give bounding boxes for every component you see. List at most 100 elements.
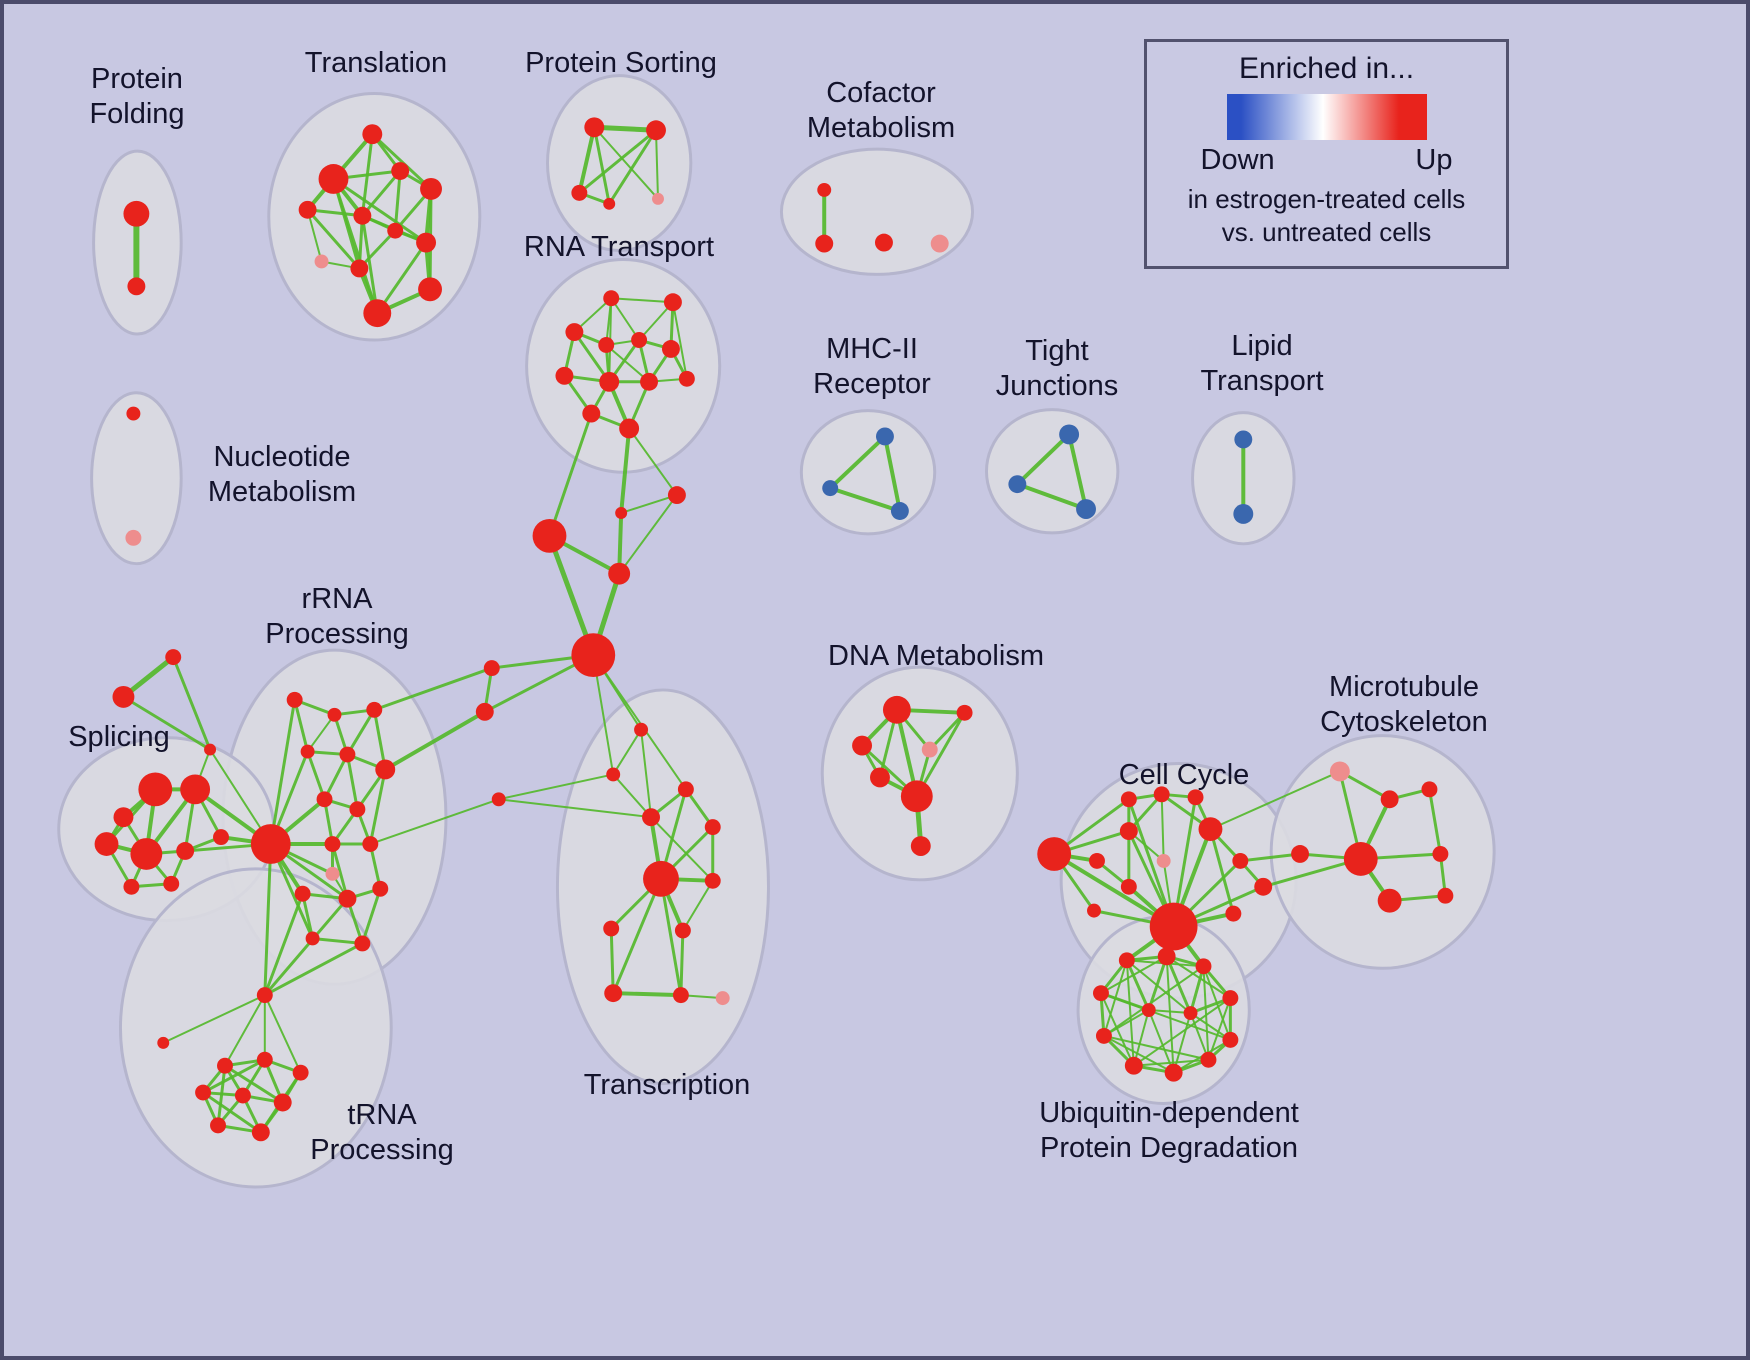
legend-down-label: Down — [1200, 144, 1275, 176]
edge-rr1-rr7 — [269, 698, 297, 846]
edge-tr6-tr12 — [360, 214, 379, 315]
gene-set-node-ps4 — [603, 197, 616, 210]
gene-set-node-sp8 — [163, 875, 180, 892]
gene-set-node-mc6 — [1432, 846, 1449, 862]
edge-ps2-ps4 — [607, 128, 658, 206]
gene-set-node-ub8 — [1124, 1056, 1143, 1075]
gene-set-node-tj3 — [1076, 499, 1096, 519]
gene-set-node-cc10 — [1232, 852, 1249, 869]
edge-rr15-rr17 — [360, 887, 382, 945]
gene-set-node-cf1 — [817, 182, 832, 197]
gene-set-node-dm7 — [910, 836, 931, 856]
gene-set-node-cn5 — [571, 633, 616, 678]
edge-tr3-tr6 — [306, 208, 364, 218]
cluster-ellipse-tight-junctions — [984, 408, 1120, 535]
edge-rr13-tn1 — [263, 892, 305, 997]
edge-ub6-ub11 — [1102, 1009, 1150, 1037]
gene-set-node-rr16 — [305, 931, 320, 946]
gene-set-node-tc11 — [672, 987, 689, 1004]
gene-set-node-rr4 — [300, 744, 315, 759]
gene-set-node-rr15 — [372, 880, 389, 897]
gene-set-node-pf2 — [127, 277, 146, 296]
edge-ub6-ub9 — [1102, 1034, 1175, 1074]
gene-set-node-cc8 — [1089, 852, 1105, 869]
gene-set-node-mc8 — [1437, 887, 1454, 904]
edge-cn6-rr3 — [372, 666, 494, 712]
legend-up-label: Up — [1415, 144, 1453, 176]
gene-set-node-cn6 — [483, 660, 500, 677]
edge-ps1-ps4 — [592, 125, 611, 206]
edge-tc7-tc9 — [681, 879, 714, 932]
gene-set-node-cc4 — [1187, 789, 1204, 806]
gene-set-node-tn6 — [195, 1084, 212, 1101]
gene-set-node-mc2 — [1380, 790, 1399, 809]
gene-set-node-rr1 — [286, 691, 303, 708]
edge-cc10-mc4 — [1238, 852, 1302, 863]
gene-set-node-cc11 — [1254, 877, 1273, 896]
gene-set-node-tr12 — [363, 299, 392, 328]
gene-set-node-sp6 — [176, 842, 195, 860]
gene-set-node-tc10 — [604, 984, 623, 1003]
edge-ub4-ub7 — [1099, 992, 1232, 1041]
edge-ub9-ub11 — [1147, 1009, 1175, 1074]
edge-ub1-ub12 — [1125, 959, 1192, 1015]
edge-cn8-tc2 — [497, 773, 615, 801]
gene-set-node-tr10 — [416, 232, 437, 253]
gene-set-node-rt5 — [631, 332, 648, 348]
edge-ub8-ub11 — [1132, 1009, 1150, 1067]
edge-cc3-cc7 — [1160, 793, 1165, 862]
legend-axis-labels: Down Up — [1201, 144, 1453, 177]
edge-cn1-cn2 — [620, 494, 678, 514]
edge-ps1-ps5 — [593, 126, 659, 200]
edge-rt3-rt8 — [572, 330, 611, 384]
edge-tc9-tc11 — [679, 929, 685, 997]
gene-set-node-ub11 — [1141, 1003, 1156, 1018]
gene-set-node-mc7 — [1377, 888, 1402, 913]
edge-tg2-tg3 — [121, 695, 212, 752]
gene-set-node-dm2 — [956, 704, 973, 721]
edge-ps1-ps2 — [591, 124, 659, 133]
edge-mh2-mh3 — [828, 486, 902, 513]
gene-set-node-cn4 — [608, 562, 631, 585]
edge-ub4-ub8 — [1099, 992, 1135, 1067]
gene-set-node-tg2 — [112, 685, 135, 708]
gene-set-node-ub9 — [1164, 1063, 1183, 1082]
edge-cn1-cn4 — [618, 494, 678, 575]
edge-tc6-tc11 — [659, 877, 683, 997]
gene-set-node-cc1 — [1037, 837, 1072, 871]
gene-set-node-cf4 — [930, 234, 949, 253]
edge-rt2-rt10 — [671, 301, 688, 380]
edge-tn3-tn9 — [216, 1064, 227, 1127]
edge-mc1-cc5 — [1209, 770, 1341, 831]
edge-tc1-tc4 — [640, 728, 653, 819]
edge-rr3-rr5 — [345, 708, 376, 757]
edge-rr5-rr8 — [323, 753, 349, 801]
edge-rt4-rt9 — [605, 343, 651, 383]
edge-rr10-rr14 — [330, 842, 349, 901]
edge-rr2-rr4 — [306, 713, 336, 753]
gene-set-node-sp4 — [94, 832, 119, 856]
edge-ub3-ub6 — [1102, 965, 1205, 1037]
gene-set-node-nm2 — [125, 529, 142, 546]
gene-set-node-ub6 — [1095, 1027, 1112, 1044]
gene-set-node-tn8 — [273, 1093, 292, 1112]
edge-tj1-tj2 — [1015, 432, 1072, 487]
gene-set-node-tc1 — [634, 722, 649, 737]
gene-set-node-tc6 — [643, 860, 679, 897]
gene-set-node-cn3 — [532, 518, 567, 553]
gene-set-node-dm6 — [900, 780, 933, 813]
edge-rr14-tn1 — [263, 897, 349, 997]
gene-set-node-rt3 — [565, 323, 584, 342]
gene-set-node-ub1 — [1118, 952, 1135, 969]
edge-ub1-ub11 — [1125, 958, 1151, 1012]
edge-ub8-ub10 — [1132, 1058, 1210, 1067]
gene-set-node-rt4 — [598, 337, 615, 353]
edge-cn8-tc4 — [497, 798, 653, 819]
gene-set-node-sp7 — [213, 829, 229, 846]
gene-set-node-rr10 — [324, 836, 341, 852]
edge-cc5-cc14 — [1208, 827, 1235, 916]
gene-set-node-dm3 — [852, 735, 873, 756]
gene-set-node-rt6 — [661, 340, 680, 358]
gene-set-node-rt12 — [619, 418, 640, 439]
edge-rr11-cn8 — [369, 798, 500, 846]
